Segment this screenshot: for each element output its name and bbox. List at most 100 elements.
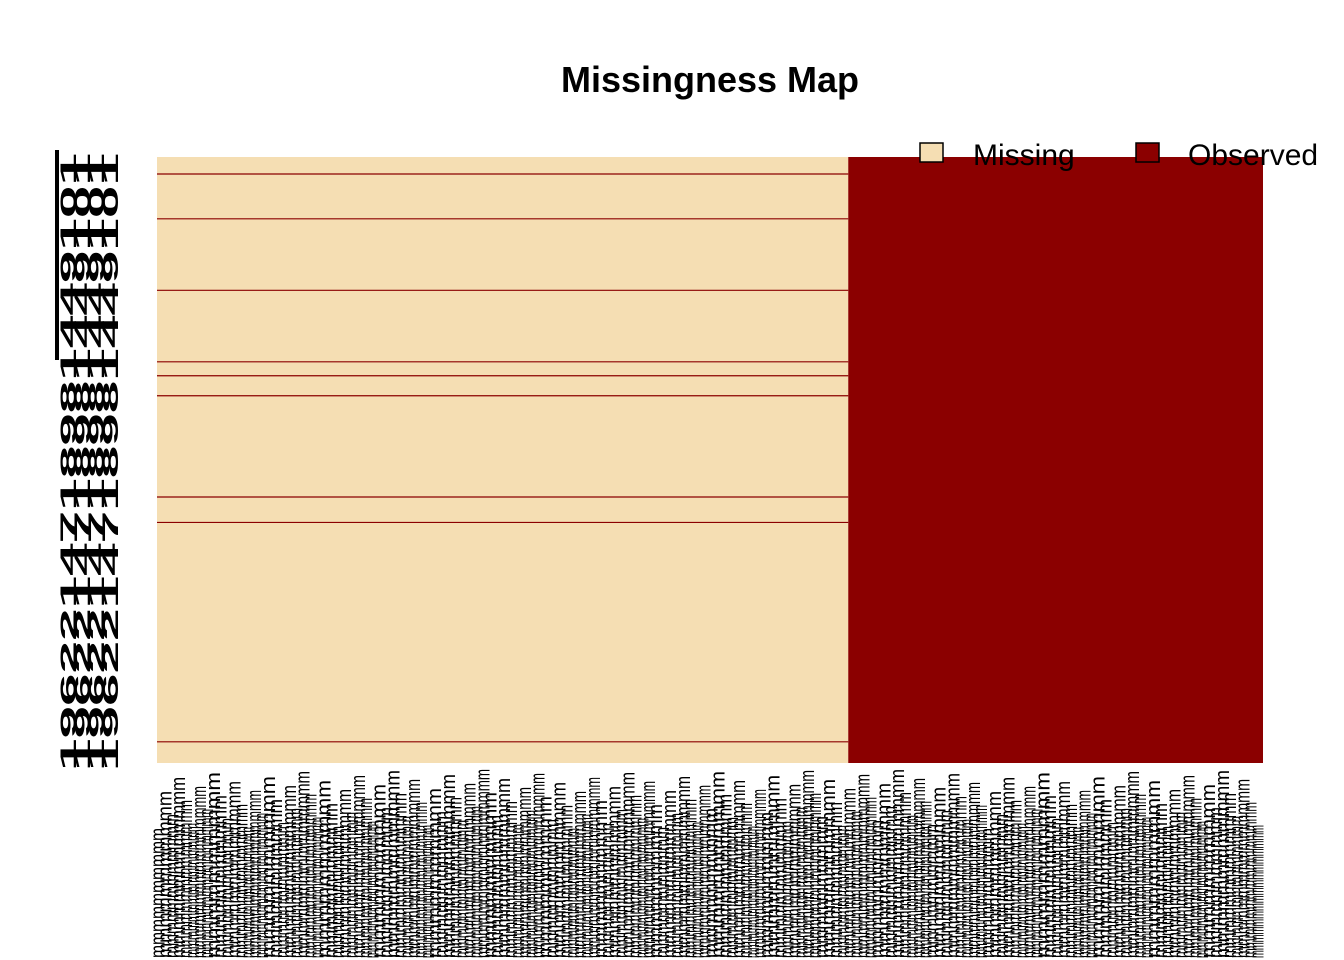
x-tick-label: mmmmmmmmmmmmm xyxy=(500,801,522,958)
x-tick-label: mmmmmmmmmmmm xyxy=(272,822,294,958)
x-tick-label: mmmmmmmmmmmmm xyxy=(555,805,577,958)
x-tick-label: mmmmmmmmmmmmm xyxy=(1219,793,1241,958)
x-tick-label: mmmmmmmmmm xyxy=(535,796,557,958)
legend-label: Observed xyxy=(1188,139,1318,172)
x-tick-label: mmmmmmmmmmmmmmmmm xyxy=(1081,813,1103,958)
x-tick-label: mmmmmmmmmmmmmmmmm xyxy=(915,801,937,958)
x-tick-label: mmmmmmmmmmmm xyxy=(770,798,792,958)
x-tick-label: mmmmmmmmmmmmmmmmm xyxy=(306,817,328,958)
x-tick-label: mmmmmmmmmmmmmmmm xyxy=(1129,794,1151,958)
x-tick-label: mmmmmmmmmm xyxy=(977,828,999,958)
x-tick-label: mmmmmmmmmmmmmmmm xyxy=(576,814,598,958)
x-tick-label: mmmmmmmmmmmmmmm xyxy=(237,827,259,958)
x-tick-label: mmmmmmmmmmmmmmmmm xyxy=(970,805,992,958)
x-tick-label: mmmmmmmmmmmmmmmmm xyxy=(472,769,494,958)
x-tick-label: mmmmmmmmmmmmmmmm xyxy=(1074,790,1096,958)
x-tick-label: mmmmmmmmmmmmm xyxy=(1108,785,1130,958)
x-tick-label: mmmmmmmmmm xyxy=(1198,784,1220,958)
x-tick-label: mmmmmmmmmmmmmmm xyxy=(624,795,646,958)
x-tick-label: mmmmmmmmmmmmm xyxy=(942,773,964,958)
x-tick-label: mmmmmmmmmmm xyxy=(1039,795,1061,958)
observed-block xyxy=(848,157,1263,763)
x-tick-label: mmmmmmmmmmmmmm xyxy=(839,788,861,958)
x-tick-label: mmmmmmmmmmmm xyxy=(1101,822,1123,958)
x-tick-label: mmmmmmmmmmmm xyxy=(1157,826,1179,958)
plot-area xyxy=(157,157,1263,763)
x-tick-label: mmmmmmmmmmmm xyxy=(161,814,183,958)
x-tick-label: mmmmmmmmmm xyxy=(1143,780,1165,958)
x-tick-label: mmmmmmmmmmmmmmm xyxy=(348,775,370,958)
x-tick-label: mmmmmmmmmmmm xyxy=(548,782,570,958)
x-tick-label: mmmmmmmmmmmmm xyxy=(223,781,245,958)
x-tick-label: mmmmmmmmmmmmm xyxy=(168,777,190,958)
x-tick-label: mmmmmmmmmmm xyxy=(652,827,674,958)
legend-swatch xyxy=(919,142,944,163)
x-tick-label: mmmmmmmmmmmmmmmm xyxy=(853,774,875,958)
x-tick-label: mmmmmmmmmmmmmm xyxy=(1005,800,1027,958)
x-tick-label: mmmmmmmmmmmmmm xyxy=(783,784,805,958)
x-tick-label: mmmmmmmmmm xyxy=(1088,776,1110,958)
x-tick-label: mmmmmmmmmmm xyxy=(597,823,619,958)
x-tick-label: mmmmmmmmmmmmmm xyxy=(728,780,750,958)
x-tick-label: mmmmmmmmmmmmmmmm xyxy=(1184,798,1206,958)
x-tick-label: mmmmmmmmmmmmmm xyxy=(1060,804,1082,958)
x-tick-label: mmmmmmmmmmm xyxy=(929,787,951,958)
x-tick-label: mmmmmmmmmmmmmm xyxy=(1115,808,1137,958)
x-tick-label: mmmmmmmmmmmmmmmmm xyxy=(1247,825,1269,958)
x-tick-label: mmmmmmmmmm xyxy=(756,812,778,958)
y-axis: 1962214718981449101196221471898144910119… xyxy=(55,150,123,771)
x-tick-label: mmmmmmmmmmmmmm xyxy=(949,796,971,958)
x-tick-label: mmmmmmmmmmmmmmmm xyxy=(742,826,764,958)
x-tick-label: mmmmmmmmmmmmmm xyxy=(452,820,474,958)
x-tick-label: mmmmmmmmmmmmmmmmm xyxy=(362,821,384,958)
x-tick-label: mmmmmmmmmmmmmmmmm xyxy=(1136,817,1158,958)
x-tick-label: mmmmmmmmmmm xyxy=(818,779,840,958)
x-tick-label: mmmmmmmmmmmm xyxy=(825,802,847,958)
x-tick-label: mmmmmmmmmmm xyxy=(1150,803,1172,958)
x-tick-label: mmmmmmmmmmm xyxy=(1094,799,1116,958)
x-tick-label: mmmmmmmmmm xyxy=(203,772,225,958)
x-tick-label: mmmmmmmmmmmmmmmmm xyxy=(638,781,660,958)
legend-swatch xyxy=(1135,142,1160,163)
x-tick-label: mmmmmmmmmmmmmmmm xyxy=(908,778,930,958)
x-tick-label: mmmmmmmmmmmm xyxy=(714,794,736,958)
x-tick-label: mmmmmmmmmmmm xyxy=(659,790,681,958)
x-tick-label: mmmmmmmmmm xyxy=(590,800,612,958)
x-tick-label: mmmmmmmmmmmmmmm xyxy=(403,779,425,958)
x-tick-label: mmmmmmmmmmmmmmmm xyxy=(687,822,709,958)
x-axis: mmmmmmmmmmmmmmmmmmmmmmmmmmmmmmmmmmmmmmmm… xyxy=(147,769,1268,958)
x-tick-label: mmmmmmmmmm xyxy=(424,788,446,958)
x-tick-label: mmmmmmmmmmm xyxy=(873,783,895,958)
legend: Missing Observed xyxy=(919,139,1318,172)
x-tick-label: mmmmmmmmmmmm xyxy=(382,770,404,958)
x-tick-label: mmmmmmmmmmmmmm xyxy=(562,828,584,958)
x-tick-label: mmmmmmmmmmmmmmmmm xyxy=(859,797,881,958)
x-tick-label: mmmmmmmmmmmmmmmmm xyxy=(417,825,439,958)
x-tick-label: mmmmmmmmmmmmm xyxy=(832,825,854,958)
x-tick-label: mmmmmmmmmmmmmmm xyxy=(514,787,536,958)
x-tick-label: mmmmmmmmmmmmmm xyxy=(673,776,695,958)
x-tick-label: mmmmmmmmmmm xyxy=(486,815,508,958)
x-tick-label: mmmmmmmmmmmm xyxy=(935,810,957,958)
x-tick-label: mmmmmmmmmm xyxy=(811,816,833,958)
x-tick-label: mmmmmmmmmmmm xyxy=(880,806,902,958)
x-tick-label: mmmmmmmmmmmmmmm xyxy=(790,807,812,958)
chart-title: Missingness Map xyxy=(561,59,859,100)
x-tick-label: mmmmmmmmmmmmmmm xyxy=(1012,823,1034,958)
x-tick-label: mmmmmmmmmmmmmm xyxy=(341,812,363,958)
x-tick-label: mmmmmmmmmmmmmm xyxy=(175,800,197,958)
x-tick-label: mmmmmmmmmmmm xyxy=(1212,770,1234,958)
x-tick-label: mmmmmmmmmmm xyxy=(320,803,342,958)
x-tick-label: mmmmmmmmmmm xyxy=(431,811,453,958)
x-tick-label: mmmmmmmmmmmmmmmm xyxy=(410,802,432,958)
x-tick-label: mmmmmmmmmmmmmm xyxy=(507,824,529,958)
x-tick-label: mmmmmmmmmm xyxy=(866,820,888,958)
x-tick-label: mmmmmmmmmmmmmmm xyxy=(1122,771,1144,958)
x-tick-label: mmmmmmmmmmmmm xyxy=(611,809,633,958)
x-tick-label: mmmmmmmmmm xyxy=(645,804,667,958)
x-tick-label: mmmmmmmmmmmmmmmm xyxy=(631,818,653,958)
x-tick-label: mmmmmmmmmm xyxy=(147,828,169,958)
x-tick-label: mmmmmmmmmm xyxy=(1032,772,1054,958)
x-tick-label: mmmmmmmmmmmmmmm xyxy=(901,815,923,958)
x-tick-label: mmmmmmmmmmmmmm xyxy=(230,804,252,958)
